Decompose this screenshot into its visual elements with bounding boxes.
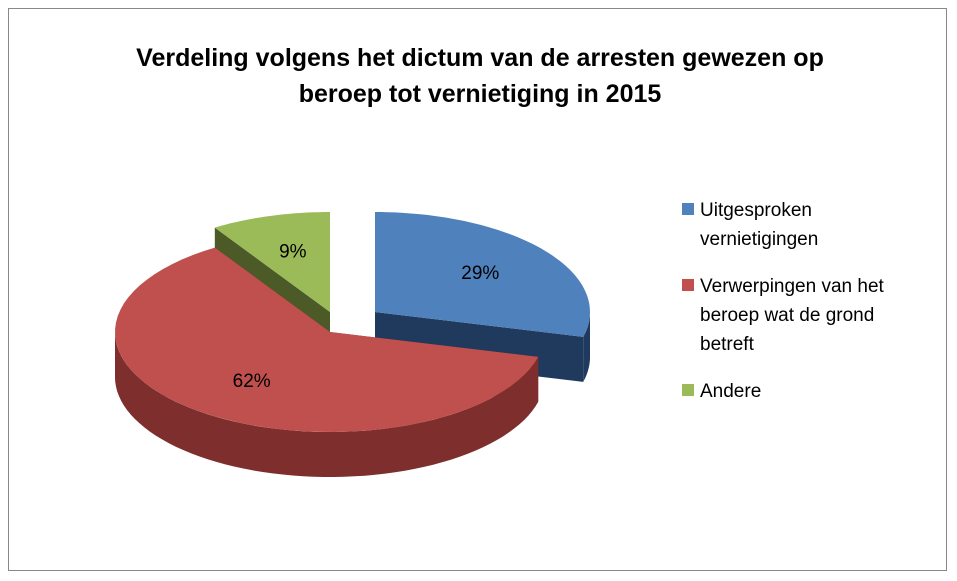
legend-entry: Andere xyxy=(682,377,942,406)
pie-slice xyxy=(115,247,539,477)
slice-top xyxy=(375,212,590,337)
data-label: 29% xyxy=(461,263,499,284)
slice-top xyxy=(214,212,330,312)
legend-swatch xyxy=(682,203,694,215)
legend-entry: Uitgesproken vernietigingen xyxy=(682,196,942,254)
legend-swatch xyxy=(682,279,694,291)
legend-entry: Verwerpingen van het beroep wat de grond… xyxy=(682,272,942,359)
legend-label: Uitgesproken vernietigingen xyxy=(700,200,819,250)
chart-title: Verdeling volgens het dictum van de arre… xyxy=(136,44,824,108)
slice-wall xyxy=(583,312,590,382)
slice-top xyxy=(115,247,539,432)
legend-label: Verwerpingen van het beroep wat de grond… xyxy=(700,276,884,355)
slice-wall xyxy=(115,332,539,477)
data-label: 9% xyxy=(279,241,307,262)
data-label: 62% xyxy=(233,371,271,392)
legend-label: Andere xyxy=(700,381,762,402)
chart-frame xyxy=(8,8,947,571)
legend-swatch xyxy=(682,384,694,396)
legend: Uitgesproken vernietigingen Verwerpingen … xyxy=(682,196,942,424)
